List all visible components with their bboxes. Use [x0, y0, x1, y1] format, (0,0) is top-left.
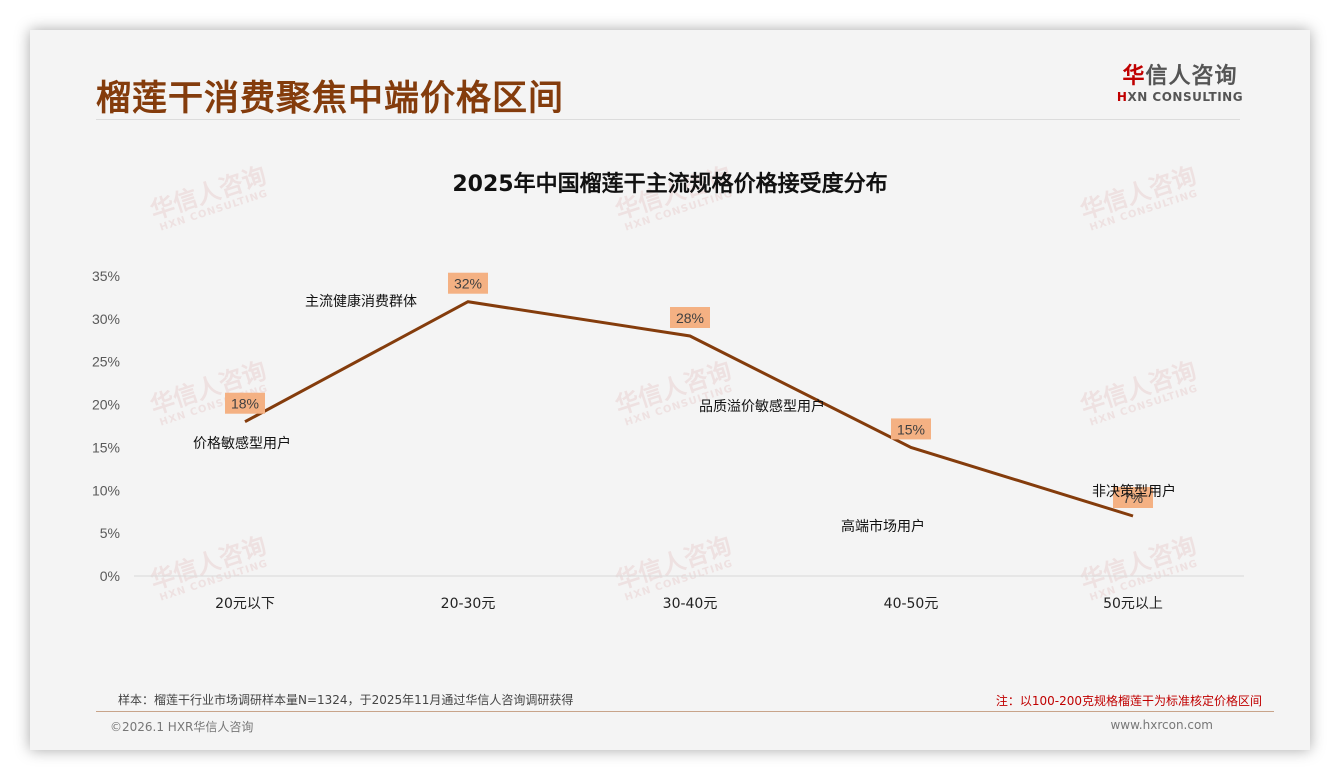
data-label-bg — [225, 392, 265, 414]
logo-en-text: XN CONSULTING — [1127, 90, 1244, 104]
data-label: 18% — [231, 396, 259, 412]
data-label: 7% — [1123, 490, 1143, 506]
y-tick-label: 25% — [92, 354, 120, 370]
footer-divider — [96, 711, 1274, 712]
chart-title: 2025年中国榴莲干主流规格价格接受度分布 — [452, 172, 888, 197]
slide: 榴莲干消费聚焦中端价格区间 华信人咨询 HXN CONSULTING 华信人咨询… — [30, 30, 1310, 750]
website-link[interactable]: www.hxrcon.com — [1110, 718, 1213, 732]
y-tick-label: 30% — [92, 311, 120, 327]
y-tick-label: 20% — [92, 397, 120, 413]
segment-annotation: 主流健康消费群体 — [305, 293, 417, 310]
y-tick-label: 15% — [92, 439, 120, 455]
logo-en: HXN CONSULTING — [1110, 90, 1250, 104]
data-label-bg — [670, 307, 710, 328]
page-title: 榴莲干消费聚焦中端价格区间 — [96, 79, 565, 119]
y-tick-label: 35% — [92, 268, 120, 284]
series-line — [244, 300, 1134, 518]
logo-text: 信人咨询 — [1145, 64, 1238, 89]
x-tick-label: 20元以下 — [215, 596, 275, 612]
data-label: 15% — [897, 421, 925, 437]
logo-en-accent: H — [1116, 90, 1128, 104]
data-label-bg — [1113, 487, 1153, 508]
logo-accent: 华 — [1122, 64, 1146, 89]
data-label-bg — [891, 418, 931, 440]
data-label-bg — [448, 272, 488, 294]
y-tick-label: 0% — [100, 568, 120, 584]
segment-annotation: 高端市场用户 — [841, 518, 925, 535]
data-label: 28% — [676, 310, 704, 326]
title-divider — [96, 119, 1240, 120]
y-tick-label: 10% — [92, 482, 120, 498]
logo-cn: 华信人咨询 — [1110, 64, 1250, 90]
copyright: ©2026.1 HXR华信人咨询 — [110, 720, 254, 734]
line-chart: 0% 5% 10% 15% 20% 25% 30% 35% 20元以下 20-30元 30-40元 4… — [92, 268, 1244, 612]
y-tick-label: 5% — [100, 525, 120, 541]
segment-annotation: 品质溢价敏感型用户 — [699, 398, 825, 415]
x-tick-label: 30-40元 — [663, 596, 718, 612]
segment-annotation: 非决策型用户 — [1092, 483, 1176, 500]
x-tick-label: 40-50元 — [884, 596, 939, 612]
x-tick-label: 50元以上 — [1103, 596, 1163, 612]
segment-annotation: 价格敏感型用户 — [193, 435, 291, 452]
sample-note: 样本：榴莲干行业市场调研样本量N=1324，于2025年11月通过华信人咨询调研… — [118, 693, 574, 707]
x-tick-label: 20-30元 — [441, 596, 496, 612]
price-note: 注：以100-200克规格榴莲干为标准核定价格区间 — [995, 694, 1262, 708]
company-logo: 华信人咨询 HXN CONSULTING — [1110, 64, 1250, 104]
data-label: 32% — [454, 276, 482, 292]
